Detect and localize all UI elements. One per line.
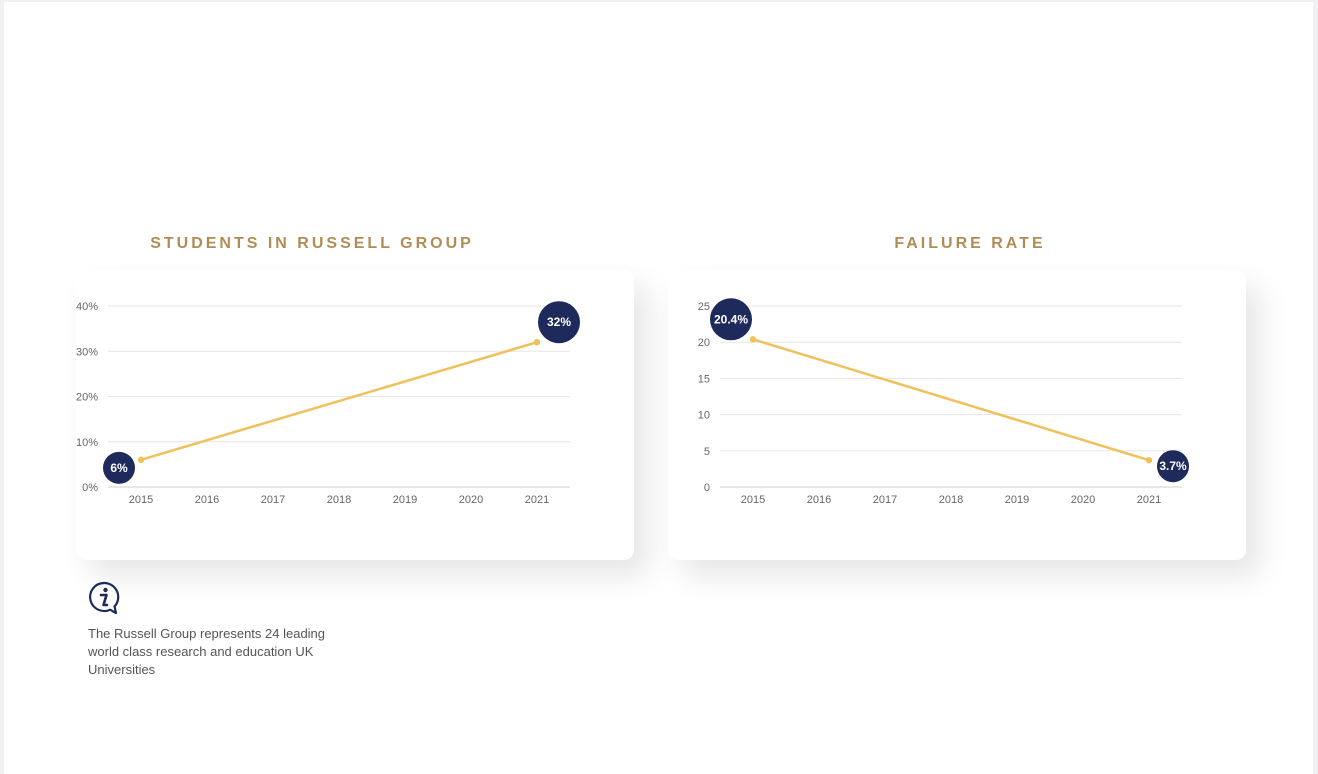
series-line	[751, 338, 1151, 462]
y-tick-label: 5	[704, 446, 710, 458]
y-tick-label: 15	[698, 373, 710, 385]
info-speech-bubble-icon	[86, 580, 122, 616]
x-tick-label: 2020	[459, 494, 483, 506]
x-tick-label: 2021	[1137, 494, 1161, 506]
info-note-text: The Russell Group represents 24 leading …	[88, 626, 326, 677]
chart-title-failure-rate: FAILURE RATE	[894, 235, 1046, 252]
data-label: 6%	[110, 461, 128, 475]
chart-title-students: STUDENTS IN RUSSELL GROUP	[150, 235, 474, 252]
y-tick-label: 20	[698, 337, 710, 349]
data-point	[1145, 457, 1153, 464]
x-tick-label: 2018	[939, 494, 963, 506]
x-tick-label: 2016	[807, 494, 831, 506]
x-tick-label: 2018	[327, 494, 351, 506]
x-tick-label: 2019	[1005, 494, 1029, 506]
x-tick-label: 2017	[261, 494, 285, 506]
x-tick-label: 2020	[1071, 494, 1095, 506]
x-tick-label: 2017	[873, 494, 897, 506]
data-point	[533, 339, 541, 346]
data-label: 20.4%	[714, 312, 748, 326]
x-tick-label: 2016	[195, 494, 219, 506]
series-line	[139, 340, 539, 462]
data-label: 3.7%	[1159, 459, 1187, 473]
y-tick-label: 0	[704, 482, 710, 494]
x-tick-label: 2015	[741, 494, 765, 506]
x-tick-label: 2019	[393, 494, 417, 506]
data-label-badge	[103, 451, 135, 484]
y-tick-label: 0%	[82, 482, 98, 494]
y-tick-label: 20%	[76, 392, 98, 404]
y-tick-label: 30%	[76, 346, 98, 358]
x-tick-label: 2015	[129, 494, 153, 506]
y-tick-label: 25	[698, 301, 710, 313]
y-tick-label: 40%	[76, 301, 98, 313]
data-point	[137, 456, 145, 464]
data-label-badge	[1157, 450, 1189, 483]
y-tick-label: 10	[698, 410, 710, 422]
data-label: 32%	[547, 315, 571, 329]
y-tick-label: 10%	[76, 437, 98, 449]
data-label-badge	[538, 301, 580, 344]
data-label-badge	[710, 298, 752, 341]
x-tick-label: 2021	[525, 494, 549, 506]
data-point	[749, 336, 757, 343]
